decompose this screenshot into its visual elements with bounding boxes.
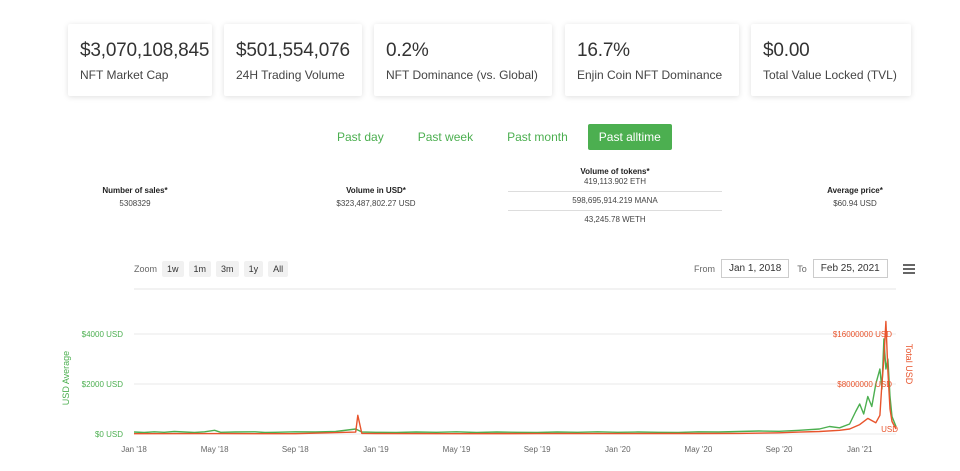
stat-label: NFT Market Cap	[80, 68, 169, 82]
metric-value: $60.94 USD	[833, 199, 877, 208]
metric-label: Number of sales*	[102, 186, 168, 195]
stat-label: NFT Dominance (vs. Global)	[386, 68, 538, 82]
metric-sales: Number of sales* 5308329	[80, 186, 190, 208]
zoom-3m-button[interactable]: 3m	[216, 261, 239, 277]
zoom-bar: Zoom 1w 1m 3m 1y All	[134, 261, 289, 277]
token-volume-weth: 43,245.78 WETH	[508, 210, 722, 229]
y-left-tick-label: $4000 USD	[82, 330, 124, 339]
stat-value: $501,554,076	[236, 40, 350, 61]
from-date-input[interactable]: Jan 1, 2018	[721, 259, 790, 278]
metric-label: Average price*	[827, 186, 883, 195]
to-date-input[interactable]: Feb 25, 2021	[812, 259, 888, 278]
y-left-tick-label: $0 USD	[95, 430, 123, 439]
date-range: From Jan 1, 2018 To Feb 25, 2021	[694, 259, 896, 278]
stat-label: Total Value Locked (TVL)	[763, 68, 897, 82]
x-tick-label: May '19	[443, 445, 471, 454]
zoom-1w-button[interactable]: 1w	[162, 261, 184, 277]
from-label: From	[694, 263, 715, 274]
x-tick-label: May '20	[685, 445, 713, 454]
stat-label: 24H Trading Volume	[236, 68, 345, 82]
tab-past-day[interactable]: Past day	[337, 130, 384, 144]
to-label: To	[797, 263, 807, 274]
x-tick-label: Jan '18	[121, 445, 147, 454]
stat-card-enjin-dominance: 16.7% Enjin Coin NFT Dominance	[565, 24, 739, 96]
zoom-all-button[interactable]: All	[268, 261, 289, 277]
tab-past-week[interactable]: Past week	[417, 130, 474, 144]
x-tick-label: May '18	[201, 445, 229, 454]
metric-avg-price: Average price* $60.94 USD	[800, 186, 910, 208]
hamburger-menu-icon[interactable]	[903, 264, 915, 276]
stat-card-nft-dominance: 0.2% NFT Dominance (vs. Global)	[374, 24, 552, 96]
tab-past-alltime[interactable]: Past alltime	[587, 124, 672, 150]
stat-label: Enjin Coin NFT Dominance	[577, 68, 723, 82]
metric-value: 5308329	[119, 199, 151, 208]
y-right-tick-label: $8000000 USD	[837, 380, 892, 389]
metric-volume-usd: Volume in USD* $323,487,802.27 USD	[306, 186, 446, 208]
metric-value: $323,487,802.27 USD	[336, 199, 416, 208]
series-line-usd-average	[133, 338, 897, 434]
y-left-tick-label: $2000 USD	[82, 380, 124, 389]
x-tick-label: Sep '19	[524, 445, 551, 454]
stat-card-trading-volume: $501,554,076 24H Trading Volume	[224, 24, 362, 96]
stat-card-market-cap: $3,070,108,845 NFT Market Cap	[68, 24, 212, 96]
series-line-total-usd	[133, 320, 897, 435]
token-volume-eth: 419,113.902 ETH	[583, 177, 647, 186]
metric-tokens: Volume of tokens* 419,113.902 ETH 598,69…	[508, 167, 722, 229]
tab-past-month[interactable]: Past month	[507, 130, 568, 144]
metric-label: Volume of tokens*	[580, 167, 650, 176]
stat-card-tvl: $0.00 Total Value Locked (TVL)	[751, 24, 911, 96]
zoom-1y-button[interactable]: 1y	[243, 261, 264, 277]
y-left-axis-title: USD Average	[61, 351, 71, 405]
period-tabs: Past day Past week Past month Past allti…	[326, 124, 672, 150]
y-right-tick-label: USD	[881, 425, 898, 434]
x-tick-label: Sep '18	[282, 445, 309, 454]
y-right-tick-label: $16000000 USD	[833, 330, 892, 339]
x-tick-label: Jan '19	[363, 445, 389, 454]
x-tick-label: Sep '20	[766, 445, 793, 454]
y-right-axis-title: Total USD	[904, 344, 914, 385]
x-tick-label: Jan '20	[605, 445, 631, 454]
stat-value: $0.00	[763, 40, 810, 61]
x-tick-label: Jan '21	[847, 445, 873, 454]
stat-value: 0.2%	[386, 40, 429, 61]
token-volume-mana: 598,695,914.219 MANA	[508, 191, 722, 210]
stat-value: 16.7%	[577, 40, 630, 61]
stat-value: $3,070,108,845	[80, 40, 210, 61]
zoom-label: Zoom	[134, 264, 158, 274]
zoom-1m-button[interactable]: 1m	[188, 261, 212, 277]
metric-label: Volume in USD*	[346, 186, 406, 195]
